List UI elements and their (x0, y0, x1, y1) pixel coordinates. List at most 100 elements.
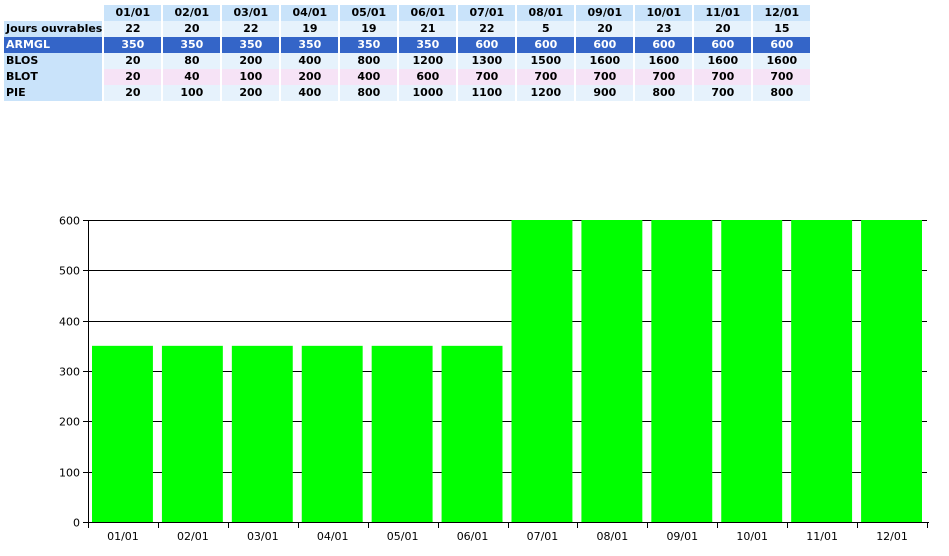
table-cell: 350 (340, 37, 398, 53)
table-cell: 1300 (458, 53, 516, 69)
bar (721, 220, 783, 522)
table-cell: 1200 (399, 53, 457, 69)
table-cell: 20 (576, 21, 634, 37)
bar (92, 345, 153, 522)
table-cell: 200 (222, 85, 280, 101)
x-tick-label: 08/01 (597, 530, 629, 543)
table-column-header: 01/01 (104, 5, 162, 21)
table-row-label: BLOT (4, 69, 103, 85)
table-cell: 22 (458, 21, 516, 37)
table-cell: 800 (340, 85, 398, 101)
table-cell: 19 (281, 21, 339, 37)
bar (651, 220, 713, 522)
table-cell: 100 (163, 85, 221, 101)
table-cell: 350 (399, 37, 457, 53)
table-cell: 600 (517, 37, 575, 53)
table-cell: 21 (399, 21, 457, 37)
x-tick-label: 07/01 (527, 530, 559, 543)
table-cell: 600 (694, 37, 752, 53)
table-cell: 80 (163, 53, 221, 69)
table-cell: 400 (281, 53, 339, 69)
table-cell: 5 (517, 21, 575, 37)
bar (581, 220, 643, 522)
table-cell: 20 (694, 21, 752, 37)
table-column-header: 02/01 (163, 5, 221, 21)
bar (791, 220, 853, 522)
table-header-row: 01/01 02/01 03/01 04/01 05/01 06/01 07/01 08/01… (4, 5, 811, 21)
table-column-header: 09/01 (576, 5, 634, 21)
table-cell: 1600 (576, 53, 634, 69)
table-column-header: 04/01 (281, 5, 339, 21)
y-tick-label: 500 (59, 265, 80, 278)
bar (161, 345, 223, 522)
table-cell: 1500 (517, 53, 575, 69)
table-row: PIE 20 100 200 400 800 1000 1100 1200 900 800 700 80… (4, 85, 811, 101)
chart-tick-labels: 0 100 200 300 400 500 600 01/01 02/01 03/01 04/01 0… (59, 215, 908, 544)
data-table: 01/01 02/01 03/01 04/01 05/01 06/01 07/01 08/01… (2, 5, 812, 101)
bar (231, 345, 293, 522)
bar (441, 345, 503, 522)
table-cell: 800 (753, 85, 811, 101)
table-cell: 19 (340, 21, 398, 37)
table-cell: 100 (222, 69, 280, 85)
table-row: Jours ouvrables 22 20 22 19 19 21 22 5 20 23 20 15 (4, 21, 811, 37)
x-tick-label: 03/01 (247, 530, 279, 543)
table-column-header: 11/01 (694, 5, 752, 21)
table-cell: 700 (694, 85, 752, 101)
table-column-header: 03/01 (222, 5, 280, 21)
y-tick-label: 100 (59, 467, 80, 480)
x-tick-label: 01/01 (107, 530, 139, 543)
table-cell: 400 (281, 85, 339, 101)
table-cell: 600 (576, 37, 634, 53)
table-cell: 1100 (458, 85, 516, 101)
table-row-label: BLOS (4, 53, 103, 69)
table-cell: 600 (458, 37, 516, 53)
table-cell: 700 (753, 69, 811, 85)
table-column-header: 06/01 (399, 5, 457, 21)
table-cell: 1600 (635, 53, 693, 69)
table-cell: 23 (635, 21, 693, 37)
table-row-label: Jours ouvrables (4, 21, 103, 37)
table-cell: 20 (163, 21, 221, 37)
y-tick-label: 0 (73, 517, 80, 530)
table-cell: 700 (694, 69, 752, 85)
table-cell: 40 (163, 69, 221, 85)
table-cell: 600 (635, 37, 693, 53)
x-tick-label: 02/01 (177, 530, 209, 543)
y-tick-label: 200 (59, 416, 80, 429)
table-cell: 200 (281, 69, 339, 85)
table-row: ARMGL 350 350 350 350 350 350 600 600 600 600 600 60… (4, 37, 811, 53)
table-cell: 22 (104, 21, 162, 37)
table-cell: 350 (104, 37, 162, 53)
x-tick-label: 09/01 (666, 530, 698, 543)
table-column-header: 05/01 (340, 5, 398, 21)
y-tick-label: 400 (59, 316, 80, 329)
table-cell: 22 (222, 21, 280, 37)
x-tick-label: 05/01 (387, 530, 419, 543)
table-column-header: 12/01 (753, 5, 811, 21)
table-row: BLOS 20 80 200 400 800 1200 1300 1500 1600 1600 160… (4, 53, 811, 69)
table-column-header: 10/01 (635, 5, 693, 21)
table-cell: 700 (517, 69, 575, 85)
chart-axes (83, 220, 929, 528)
table-row-label: ARMGL (4, 37, 103, 53)
table-cell: 1000 (399, 85, 457, 101)
x-tick-label: 06/01 (457, 530, 489, 543)
bar (861, 220, 922, 522)
x-tick-label: 12/01 (876, 530, 908, 543)
table-cell: 700 (458, 69, 516, 85)
table-cell: 20 (104, 85, 162, 101)
bar (371, 345, 433, 522)
table-cell: 700 (635, 69, 693, 85)
chart-bars (92, 220, 922, 522)
table-body: Jours ouvrables 22 20 22 19 19 21 22 5 20 23 20 15 AR… (4, 21, 811, 101)
y-tick-label: 300 (59, 366, 80, 379)
table-cell: 400 (340, 69, 398, 85)
table-cell: 1600 (694, 53, 752, 69)
table-cell: 800 (635, 85, 693, 101)
table-cell: 20 (104, 69, 162, 85)
x-tick-label: 10/01 (736, 530, 768, 543)
table-cell: 20 (104, 53, 162, 69)
table-row-label: PIE (4, 85, 103, 101)
